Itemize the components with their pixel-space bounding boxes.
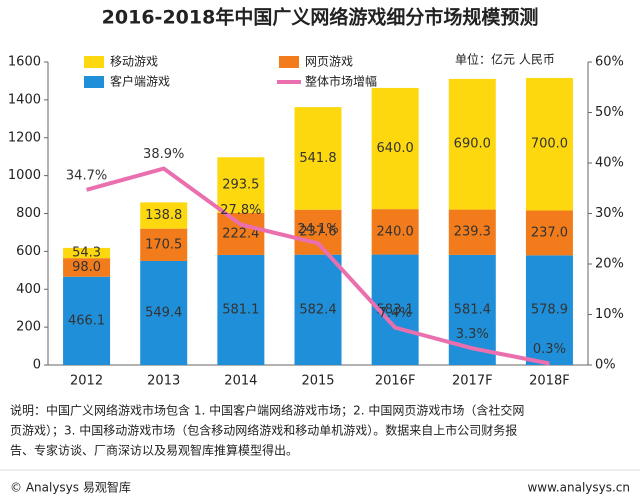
line-label: 7.4% <box>379 306 412 321</box>
footer-brand: © Analysys 易观智库 <box>10 480 131 495</box>
footer-url: www.analysys.cn <box>527 481 630 495</box>
note-line: 页游戏）；3. 中国移动游戏市场（包含移动网络游戏和移动单机游戏）。数据来自上市… <box>10 423 517 438</box>
data-label: 690.0 <box>454 137 491 152</box>
data-label: 578.9 <box>531 303 568 318</box>
note-line: 说明：中国广义网络游戏市场包含 1. 中国客户端网络游戏市场；2. 中国网页游戏… <box>10 403 524 418</box>
bar-segment <box>140 260 188 365</box>
bar-segment <box>294 254 342 365</box>
data-label: 466.1 <box>68 313 105 328</box>
bar-segment <box>371 209 419 255</box>
data-label: 237.6 <box>299 225 336 240</box>
data-label: 170.5 <box>145 237 182 252</box>
line-label: 0.3% <box>533 342 566 357</box>
data-label: 581.1 <box>222 302 259 317</box>
growth-line <box>86 166 550 366</box>
data-label: 293.5 <box>222 178 259 193</box>
data-label: 640.0 <box>377 141 414 156</box>
data-label: 700.0 <box>531 137 568 152</box>
legend-swatch <box>84 76 104 88</box>
bar-segment <box>217 157 265 213</box>
legend-swatch <box>84 56 104 68</box>
note-line: 告、专家访谈、厂商深访以及易观智库推算模型得出。 <box>10 443 298 458</box>
legend-swatch <box>279 56 299 68</box>
y-tick-label: 800 <box>16 206 41 221</box>
y-tick-label: 0 <box>33 358 41 373</box>
unit-label: 单位：亿元 人民币 <box>455 52 555 67</box>
legend-label: 网页游戏 <box>305 55 353 69</box>
data-label: 240.0 <box>377 224 414 239</box>
y2-tick-label: 40% <box>595 156 624 171</box>
bar-segment <box>294 107 342 210</box>
bar-segment <box>525 77 573 211</box>
data-label: 222.4 <box>222 226 259 241</box>
line-label: 27.8% <box>220 203 261 218</box>
bar-segment <box>63 258 111 277</box>
x-tick-label: 2016F <box>375 374 416 389</box>
y-tick-label: 200 <box>16 320 41 335</box>
data-label: 581.4 <box>454 302 491 317</box>
data-label: 583.1 <box>377 302 414 317</box>
data-label: 138.8 <box>145 208 182 223</box>
x-tick-label: 2017F <box>452 374 493 389</box>
line-label: 34.7% <box>66 168 107 183</box>
chart-title: 2016-2018年中国广义网络游戏细分市场规模预测 <box>102 6 539 29</box>
data-label: 239.3 <box>454 225 491 240</box>
bar-segment <box>525 210 573 256</box>
bar-segment <box>140 202 188 229</box>
y2-tick-label: 20% <box>595 257 624 272</box>
bar-segment <box>217 254 265 365</box>
y-tick-label: 1400 <box>8 92 41 107</box>
y2-tick-label: 30% <box>595 206 624 221</box>
data-label: 54.3 <box>72 246 101 261</box>
line-label: 24.1% <box>297 222 338 237</box>
x-tick-label: 2013 <box>147 374 180 389</box>
line-label: 38.9% <box>143 147 184 162</box>
data-label: 541.8 <box>299 151 336 166</box>
y-tick-label: 1600 <box>8 55 41 70</box>
data-label: 582.4 <box>299 302 336 317</box>
data-label: 98.0 <box>72 260 101 275</box>
bar-segment <box>140 228 188 261</box>
bar-segment <box>371 87 419 210</box>
line-label: 3.3% <box>456 327 489 342</box>
y-tick-label: 400 <box>16 282 41 297</box>
x-tick-label: 2014 <box>224 374 257 389</box>
legend-label: 移动游戏 <box>110 55 158 69</box>
bar-segment <box>63 276 111 365</box>
legend-label: 整体市场增幅 <box>305 74 377 89</box>
x-tick-label: 2015 <box>301 374 334 389</box>
y2-tick-label: 0% <box>595 358 616 373</box>
bar-segment <box>448 209 496 255</box>
data-label: 549.4 <box>145 305 182 320</box>
bar-segment <box>448 78 496 210</box>
legend-label: 客户端游戏 <box>110 74 170 89</box>
bar-segment <box>217 212 265 255</box>
data-label: 237.0 <box>531 225 568 240</box>
x-tick-label: 2012 <box>70 374 103 389</box>
bar-segment <box>63 247 111 259</box>
y-tick-label: 1200 <box>8 130 41 145</box>
y2-tick-label: 10% <box>595 307 624 322</box>
bar-segment <box>294 209 342 255</box>
x-tick-label: 2018F <box>529 374 570 389</box>
y-tick-label: 600 <box>16 244 41 259</box>
y2-tick-label: 50% <box>595 105 624 120</box>
y-tick-label: 1000 <box>8 168 41 183</box>
y2-tick-label: 60% <box>595 55 624 70</box>
bar-segment <box>525 255 573 365</box>
